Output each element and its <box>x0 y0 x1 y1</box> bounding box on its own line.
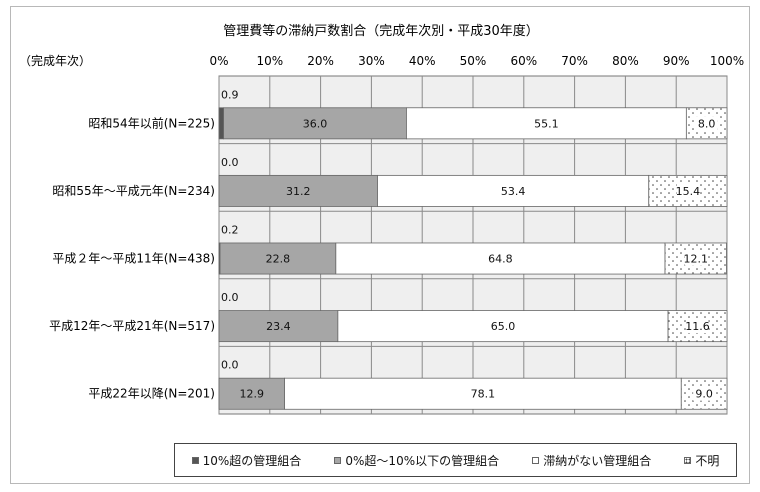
data-label: 0.9 <box>221 88 239 101</box>
data-label-bg <box>693 386 716 401</box>
data-label-bg <box>695 116 718 131</box>
data-label: 0.2 <box>221 224 239 237</box>
legend-label: 不明 <box>695 453 720 468</box>
category-label: 平成22年以降(N=201) <box>88 387 215 401</box>
bar-segment <box>335 242 666 275</box>
data-label: 0.0 <box>221 291 239 304</box>
bar-segment <box>406 107 687 140</box>
data-label: 64.8 <box>488 253 513 266</box>
data-label: 0.0 <box>221 359 239 372</box>
legend: 10%超の管理組合 0%超～10%以下の管理組合 滞納がない管理組合 不明 <box>174 443 737 477</box>
data-label: 31.2 <box>286 185 311 198</box>
x-tick-label: 50% <box>460 54 487 68</box>
data-label: 22.8 <box>266 253 291 266</box>
data-label: 0.0 <box>221 156 239 169</box>
bar-segment <box>218 107 224 140</box>
x-tick-label: 60% <box>510 54 537 68</box>
data-label: 55.1 <box>534 117 559 130</box>
legend-item: 不明 <box>684 452 719 469</box>
chart-title: 管理費等の滞納戸数割合（完成年次別・平成30年度） <box>223 23 539 39</box>
data-label-bg <box>686 319 709 334</box>
legend-label: 10%超の管理組合 <box>202 453 302 468</box>
data-label: 12.1 <box>684 253 709 266</box>
stacked-bar-chart: 管理費等の滞納戸数割合（完成年次別・平成30年度） （完成年次） 0% 10% 20… <box>19 23 744 415</box>
data-label: 8.0 <box>698 117 716 130</box>
bar-segment <box>219 242 337 275</box>
bar-segment <box>218 377 285 410</box>
legend-label: 0%超～10%以下の管理組合 <box>345 453 500 468</box>
bar-segment <box>218 310 339 343</box>
data-label: 9.0 <box>695 388 713 401</box>
bar-segment <box>337 310 669 343</box>
x-tick-label: 0% <box>209 54 228 68</box>
legend-swatch <box>532 456 540 464</box>
y-axis-label: （完成年次） <box>19 53 91 68</box>
data-label-bg <box>676 183 699 198</box>
legend-item: 10%超の管理組合 <box>191 452 302 469</box>
x-tick-label: 70% <box>561 54 588 68</box>
data-label-bg <box>684 251 707 266</box>
x-tick-label: 80% <box>612 54 639 68</box>
x-tick-label: 100% <box>710 54 744 68</box>
data-label: 23.4 <box>266 320 291 333</box>
category-label: 昭和54年以前(N=225) <box>88 115 215 130</box>
bar-segment <box>223 107 407 140</box>
category-label: 昭和55年～平成元年(N=234) <box>52 184 215 198</box>
legend-item: 0%超～10%以下の管理組合 <box>334 452 499 469</box>
data-label: 53.4 <box>501 185 526 198</box>
legend-swatch <box>191 456 199 464</box>
category-label: 平成12年～平成21年(N=517) <box>49 319 215 333</box>
data-label: 15.4 <box>676 185 701 198</box>
data-label: 78.1 <box>471 388 496 401</box>
data-label: 65.0 <box>491 320 516 333</box>
chart-frame: 管理費等の滞納戸数割合（完成年次別・平成30年度） （完成年次） 0% 10% 20… <box>10 6 750 484</box>
legend-item: 滞納がない管理組合 <box>532 452 651 469</box>
data-label: 12.9 <box>240 388 265 401</box>
legend-swatch <box>684 456 692 464</box>
legend-label: 滞納がない管理組合 <box>543 453 652 468</box>
legend-swatch <box>334 456 342 464</box>
x-tick-label: 10% <box>256 54 283 68</box>
data-label: 36.0 <box>303 117 328 130</box>
x-tick-label: 30% <box>358 54 385 68</box>
category-label: 平成２年～平成11年(N=438) <box>52 252 215 266</box>
data-label: 11.6 <box>685 320 710 333</box>
x-tick-label: 40% <box>409 54 436 68</box>
bar-segment <box>218 174 378 207</box>
x-tick-label: 90% <box>663 54 690 68</box>
bar-segment <box>284 377 682 410</box>
x-tick-label: 20% <box>307 54 334 68</box>
